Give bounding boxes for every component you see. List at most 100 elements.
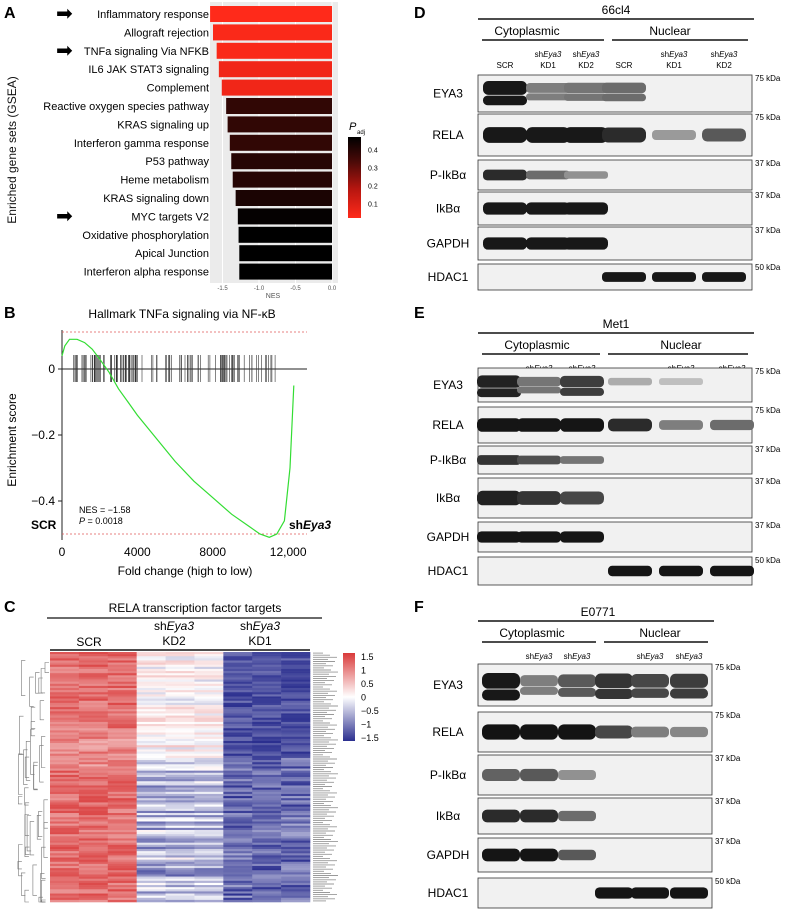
- panel-c-heatmap-cell: [50, 743, 80, 746]
- panel-c-heatmap-cell: [252, 654, 282, 657]
- panel-c-heatmap-cell: [107, 787, 137, 791]
- panel-c-heatmap-cell: [165, 700, 195, 704]
- panel-c-heatmap-cell: [194, 671, 224, 674]
- blot-band: [477, 455, 521, 465]
- panel-letter-e: E: [414, 305, 425, 322]
- blot-row-label: EYA3: [433, 378, 463, 392]
- panel-c-heatmap-cell: [78, 868, 109, 871]
- panel-c-heatmap-cell: [50, 863, 80, 867]
- blot-band: [564, 93, 608, 101]
- panel-c-heatmap-cell: [107, 662, 137, 666]
- panel-c-heatmap-cell: [136, 757, 166, 761]
- panel-c-heatmap-cell: [136, 882, 166, 886]
- panel-b-gsea-enrichment-plot: Hallmark TNFa signaling via NF-κB 0 −0.2 −…: [5, 307, 331, 578]
- blot-band: [670, 887, 708, 899]
- panel-c-heatmap-cell: [165, 889, 195, 892]
- panel-c-heatmap-cell: [223, 658, 253, 661]
- blot-band: [483, 127, 527, 143]
- panel-c-heatmap-cell: [78, 855, 109, 858]
- panel-c-heatmap-cell: [78, 690, 109, 693]
- panel-c-kd2-gene: Eya3: [167, 619, 195, 633]
- blot-band: [702, 272, 746, 282]
- panel-a-category-label: MYC targets V2: [131, 211, 209, 223]
- panel-c-heatmap-cell: [194, 859, 224, 863]
- panel-c-heatmap-cell: [78, 704, 109, 708]
- blot-row-label: HDAC1: [428, 886, 469, 900]
- panel-c-heatmap-cell: [165, 821, 195, 824]
- panel-c-heatmap-cell: [107, 688, 137, 691]
- panel-c-heatmap-cell: [165, 891, 195, 894]
- panel-c-heatmap-cell: [78, 698, 109, 702]
- panel-c-heatmap-cell: [281, 810, 311, 814]
- panel-c-dendrogram-branch: [18, 844, 23, 877]
- panel-c-heatmap-cell: [107, 878, 137, 882]
- panel-c-heatmap-cell: [165, 719, 195, 723]
- panel-c-heatmap-cell: [194, 808, 224, 812]
- panel-c-heatmap-cell: [252, 666, 282, 670]
- blot-cytoplasmic-label: Cytoplasmic: [504, 338, 569, 352]
- panel-c-heatmap-cell: [78, 846, 109, 850]
- blot-band: [483, 169, 527, 181]
- panel-c-heatmap-cell: [165, 724, 195, 727]
- panel-c-heatmap-cell: [136, 751, 166, 754]
- panel-c-heatmap-cell: [50, 673, 80, 676]
- panel-c-heatmap-cell: [136, 800, 166, 803]
- panel-c-heatmap-cell: [136, 783, 166, 786]
- panel-c-heatmap-cell: [136, 762, 166, 765]
- panel-c-heatmap-cell: [136, 849, 166, 852]
- panel-c-heatmap-cell: [50, 664, 80, 668]
- panel-c-heatmap-cell: [165, 664, 195, 668]
- panel-c-heatmap-cell: [165, 660, 195, 663]
- panel-c-heatmap-cell: [50, 677, 80, 680]
- blot-band: [564, 171, 608, 179]
- panel-c-heatmap-cell: [50, 740, 80, 744]
- panel-c-heatmap-cell: [107, 757, 137, 761]
- panel-a-category-label: Inflammatory response: [97, 9, 209, 21]
- panel-c-heatmap-cell: [252, 707, 282, 710]
- blot-row-label: RELA: [432, 128, 463, 142]
- panel-c-heatmap-cell: [252, 882, 282, 886]
- panel-c-heatmap-cell: [50, 823, 80, 827]
- panel-c-heatmap-cell: [78, 885, 109, 888]
- panel-c-heatmap-cell: [252, 872, 282, 875]
- panel-c-heatmap-cell: [78, 734, 109, 738]
- panel-c-heatmap-cell: [223, 673, 253, 676]
- panel-c-heatmap-cell: [78, 668, 109, 672]
- panel-c-heatmap-cell: [50, 876, 80, 879]
- blot-band: [558, 724, 596, 740]
- panel-c-heatmap-cell: [223, 861, 253, 865]
- panel-c-heatmap-cell: [194, 673, 224, 676]
- blot-band: [670, 688, 708, 699]
- blot-band: [564, 237, 608, 250]
- panel-c-heatmap-cell: [223, 715, 253, 718]
- panel-c-heatmap-cell: [194, 810, 224, 814]
- blot-band: [517, 386, 561, 394]
- panel-c-heatmap-cell: [165, 846, 195, 850]
- panel-c-dendrogram-branch: [24, 756, 30, 778]
- panel-b-x-tick-label: 12,000: [270, 545, 307, 559]
- panel-c-heatmap-cell: [78, 762, 109, 765]
- panel-c-heatmap-cell: [136, 694, 166, 697]
- panel-c-heatmap-cell: [107, 700, 137, 704]
- panel-c-heatmap-cell: [281, 878, 311, 882]
- panel-c-heatmap-cell: [252, 772, 282, 776]
- panel-c-heatmap-cell: [107, 810, 137, 814]
- panel-c-heatmap-cell: [50, 713, 80, 716]
- panel-c-heatmap-cell: [78, 772, 109, 776]
- panel-c-heatmap-cell: [223, 815, 253, 818]
- panel-c-heatmap-cell: [165, 829, 195, 833]
- arrow-icon: ➡: [56, 40, 73, 62]
- panel-a-x-ticks: -1.5 -1.0 -0.5 0.0: [217, 286, 337, 292]
- panel-c-heatmap-cell: [50, 755, 80, 759]
- panel-c-heatmap-cell: [252, 724, 282, 727]
- panel-c-dendrogram-branch: [43, 822, 48, 858]
- panel-c-heatmap-cell: [281, 721, 311, 725]
- panel-c-heatmap-cell: [107, 652, 137, 655]
- panel-c-heatmap-cell: [78, 787, 109, 791]
- panel-c-heatmap-cell: [252, 823, 282, 827]
- panel-c-heatmap-cell: [165, 796, 195, 799]
- panel-c-heatmap-cell: [252, 751, 282, 754]
- panel-c-heatmap-cell: [223, 827, 253, 831]
- panel-c-heatmap-cell: [50, 817, 80, 820]
